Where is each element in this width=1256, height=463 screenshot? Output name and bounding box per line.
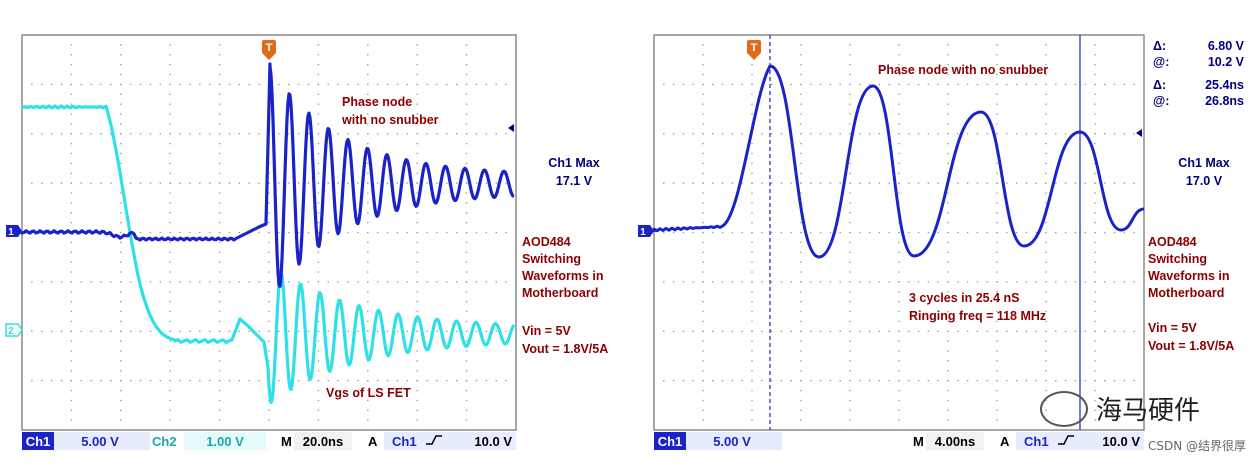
info-line-2: Switching	[1148, 252, 1207, 266]
channel-2-marker: 2	[5, 323, 23, 337]
info-line-5: Vin = 5V	[522, 324, 571, 338]
svg-text:2: 2	[8, 326, 14, 337]
cursor-sym-1: Δ:	[1153, 39, 1166, 53]
annotation-title: Phase node with no snubber	[878, 63, 1048, 77]
svg-text:1: 1	[8, 227, 14, 238]
status-m: M	[281, 434, 292, 449]
status-trig-level: 10.0 V	[1102, 434, 1140, 449]
status-time: 20.0ns	[303, 434, 343, 449]
scope-right: T 1 Phase node with no snubber 3 cycles …	[636, 34, 1256, 458]
status-ch2: Ch2	[152, 434, 177, 449]
trigger-marker: T	[262, 40, 276, 60]
measurement-value: 17.0 V	[1186, 174, 1223, 188]
cursor-val-3: 25.4ns	[1205, 78, 1244, 92]
trigger-marker: T	[747, 40, 761, 60]
level-marker	[508, 124, 514, 132]
info-line-2: Switching	[522, 252, 581, 266]
status-bar: Ch1 5.00 V M 4.00ns A Ch1 10.0 V	[654, 432, 1144, 450]
svg-text:T: T	[751, 42, 758, 54]
scope-right-svg: T 1 Phase node with no snubber 3 cycles …	[638, 34, 1245, 450]
status-trig-level: 10.0 V	[474, 434, 512, 449]
info-line-1: AOD484	[1148, 235, 1197, 249]
status-ch2-scale: 1.00 V	[206, 434, 244, 449]
cursor-sym-2: @:	[1153, 55, 1169, 69]
cursor-val-1: 6.80 V	[1208, 39, 1245, 53]
ch2-trace	[21, 104, 516, 404]
annotation-phase-node: Phase node	[342, 95, 412, 109]
cursor-val-2: 10.2 V	[1208, 55, 1245, 69]
status-a: A	[368, 434, 378, 449]
cursor-sym-4: @:	[1153, 94, 1169, 108]
info-line-6: Vout = 1.8V/5A	[522, 342, 608, 356]
rising-edge-icon	[426, 435, 442, 445]
status-ch1-badge	[22, 432, 54, 450]
cursor-val-4: 26.8ns	[1205, 94, 1244, 108]
annotation-freq: Ringing freq = 118 MHz	[909, 309, 1046, 323]
svg-text:T: T	[266, 42, 273, 54]
status-ch1: Ch1	[658, 434, 683, 449]
rising-edge-icon	[1058, 435, 1074, 445]
info-line-5: Vin = 5V	[1148, 321, 1197, 335]
measurement-label: Ch1 Max	[548, 156, 599, 170]
ch1-trace	[652, 64, 1145, 259]
status-trig-ch: Ch1	[1024, 434, 1049, 449]
annotation-cycles: 3 cycles in 25.4 nS	[909, 291, 1020, 305]
channel-1-marker: 1	[6, 225, 22, 238]
annotation-no-snubber: with no snubber	[341, 113, 439, 127]
watermark-source: CSDN @结界很厚	[1147, 439, 1246, 453]
info-line-1: AOD484	[522, 235, 571, 249]
status-a: A	[1000, 434, 1010, 449]
status-ch1-scale: 5.00 V	[713, 434, 751, 449]
wechat-icon	[1040, 390, 1088, 427]
info-line-3: Waveforms in	[522, 269, 604, 283]
cursor-sym-3: Δ:	[1153, 78, 1166, 92]
ch1-trace	[20, 62, 515, 288]
scope-left-svg: T 1 2 Phase node with no snubber Vgs of …	[5, 34, 608, 450]
info-line-4: Motherboard	[522, 286, 598, 300]
status-ch1-scale: 5.00 V	[81, 434, 119, 449]
measurement-value: 17.1 V	[556, 174, 593, 188]
watermark-brand: 海马硬件	[1040, 390, 1200, 427]
measurement-label: Ch1 Max	[1178, 156, 1229, 170]
info-line-3: Waveforms in	[1148, 269, 1230, 283]
status-ch1: Ch1	[26, 434, 51, 449]
status-bar: Ch1 5.00 V Ch2 1.00 V M 20.0ns A Ch1 10.…	[22, 432, 516, 450]
status-time: 4.00ns	[935, 434, 975, 449]
status-m: M	[913, 434, 924, 449]
level-marker	[1136, 129, 1142, 137]
watermark-brand-text: 海马硬件	[1096, 396, 1201, 426]
info-line-6: Vout = 1.8V/5A	[1148, 339, 1234, 353]
scope-left: T 1 2 Phase node with no snubber Vgs of …	[0, 34, 620, 458]
status-trig-ch: Ch1	[392, 434, 417, 449]
cursor-readouts: Δ: 6.80 V @: 10.2 V Δ: 25.4ns @: 26.8ns	[1153, 39, 1245, 108]
svg-text:1: 1	[640, 227, 646, 238]
annotation-vgs: Vgs of LS FET	[326, 386, 411, 400]
info-line-4: Motherboard	[1148, 286, 1224, 300]
channel-1-marker: 1	[638, 225, 654, 238]
